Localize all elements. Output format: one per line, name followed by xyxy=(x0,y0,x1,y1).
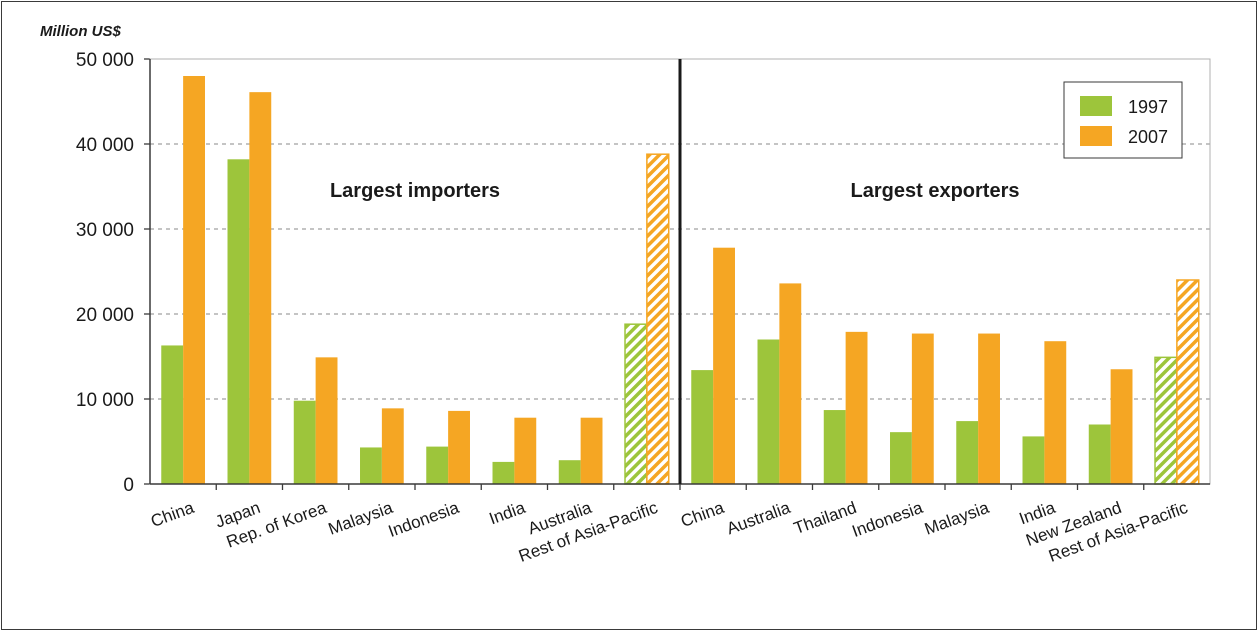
bar-1997 xyxy=(1022,436,1045,484)
bar-2007 xyxy=(249,92,272,485)
panel-title: Largest importers xyxy=(330,180,500,202)
bar-1997 xyxy=(293,400,316,484)
legend-label-1997: 1997 xyxy=(1128,97,1168,117)
bar-2007 xyxy=(315,357,338,484)
bar-1997 xyxy=(823,410,846,484)
bar-2007 xyxy=(779,283,802,484)
bar-1997 xyxy=(161,345,184,484)
bar-2007 xyxy=(514,417,537,484)
y-tick-label: 20 000 xyxy=(76,305,134,326)
legend-swatch-1997 xyxy=(1080,96,1112,116)
bars xyxy=(161,76,1200,485)
x-tick-label: India xyxy=(487,498,529,529)
x-tick-label: Thailand xyxy=(791,498,859,538)
x-tick-label: Malaysia xyxy=(326,498,396,539)
bar-1997 xyxy=(757,339,780,484)
bar-2007 xyxy=(1110,369,1133,484)
bar-1997 xyxy=(360,447,382,484)
x-tick-label: China xyxy=(678,498,727,531)
panel-title: Largest exporters xyxy=(851,180,1020,202)
axes xyxy=(144,58,1211,490)
y-tick-label: 30 000 xyxy=(76,220,134,241)
bar-2007 xyxy=(845,331,868,484)
bar-2007 xyxy=(448,410,470,484)
bar-1997 xyxy=(956,421,979,484)
legend: 1997 2007 xyxy=(1063,81,1183,159)
bar-1997 xyxy=(890,432,912,484)
bar-2007 xyxy=(1176,279,1200,485)
y-tick-label: 50 000 xyxy=(76,50,134,71)
bar-1997 xyxy=(558,460,581,484)
bar-2007 xyxy=(713,247,735,484)
x-tick-label: Malaysia xyxy=(922,498,992,539)
x-tick-label: Indonesia xyxy=(849,498,925,541)
bar-2007 xyxy=(183,76,205,484)
bar-1997 xyxy=(426,446,449,484)
x-tick-label: Indonesia xyxy=(386,498,462,541)
bar-1997 xyxy=(1154,356,1178,485)
y-tick-label: 0 xyxy=(123,475,134,496)
bar-2007 xyxy=(1044,341,1067,484)
bar-1997 xyxy=(492,461,515,484)
x-tick-label: Australia xyxy=(724,498,793,539)
bar-1997 xyxy=(227,159,250,485)
y-tick-label: 40 000 xyxy=(76,135,134,156)
y-tick-label: 10 000 xyxy=(76,390,134,411)
y-unit-label: Million US$ xyxy=(40,23,121,40)
x-tick-label: China xyxy=(148,498,197,531)
bar-1997 xyxy=(1088,424,1111,484)
bar-2007 xyxy=(580,417,603,484)
bar-2007 xyxy=(911,333,934,484)
bar-1997 xyxy=(624,323,648,485)
legend-label-2007: 2007 xyxy=(1128,127,1168,147)
legend-swatch-2007 xyxy=(1080,126,1112,146)
bar-2007 xyxy=(381,408,404,484)
bar-2007 xyxy=(646,153,670,485)
bar-2007 xyxy=(978,333,1000,484)
bar-1997 xyxy=(691,370,714,484)
